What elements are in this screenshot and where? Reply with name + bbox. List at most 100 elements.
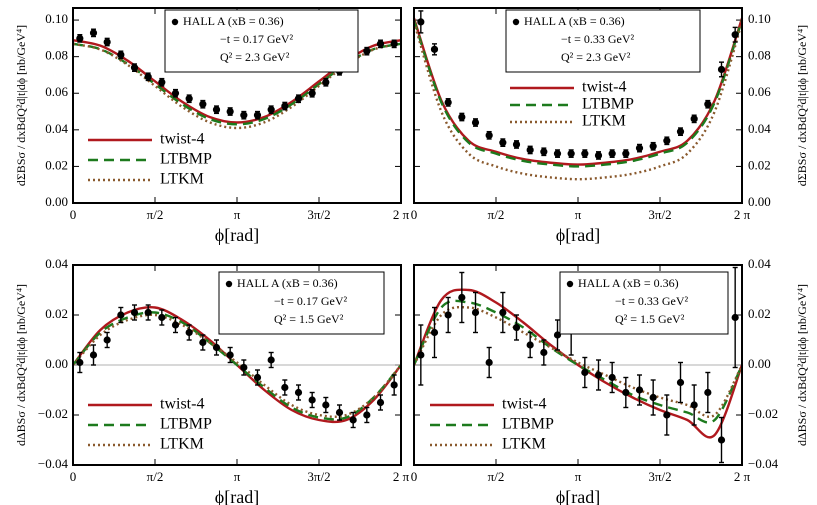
annotation: Q² = 1.5 GeV² (615, 312, 685, 326)
data-point (226, 351, 234, 359)
legend-label: twist-4 (502, 396, 546, 413)
data-point (212, 343, 221, 352)
y-tick-label: 0.00 (45, 356, 68, 371)
annotation: Q² = 1.5 GeV² (274, 312, 344, 326)
data-point (676, 128, 685, 136)
curve (72, 313, 402, 418)
data-point (417, 351, 425, 359)
annotation-marker (512, 18, 520, 26)
y-axis-label: dΣBSσ / dxBdQ²d|t|dϕ [nb/GeV⁴] (14, 25, 28, 186)
x-tick-label: 0 (411, 469, 418, 484)
data-point (594, 371, 603, 379)
data-point (444, 311, 452, 319)
x-tick-label: π/2 (147, 207, 164, 222)
data-point (199, 100, 207, 108)
data-point (185, 328, 193, 337)
data-point (322, 78, 330, 86)
x-tick-label: 3π/2 (648, 207, 671, 222)
annotation-marker (171, 18, 179, 26)
data-point (226, 107, 234, 116)
y-tick-label: −0.02 (748, 406, 778, 421)
data-point (430, 45, 439, 53)
x-tick-label: 0 (70, 207, 77, 222)
data-point (731, 313, 739, 322)
annotation: HALL A (xB = 0.36) (183, 14, 284, 28)
curve (412, 305, 744, 418)
annotation-box (218, 271, 385, 335)
data-point (267, 106, 275, 114)
y-tick-label: 0.02 (748, 306, 771, 321)
data-point (622, 388, 630, 397)
data-point (485, 358, 493, 367)
annotation: Q² = 2.3 GeV² (220, 50, 290, 64)
annotation: HALL A (xB = 0.36) (524, 14, 625, 28)
data-point (663, 411, 671, 419)
y-tick-label: −0.04 (748, 456, 779, 471)
data-point (635, 144, 644, 152)
data-point (76, 358, 84, 367)
data-point (253, 373, 262, 382)
data-point (130, 64, 139, 72)
data-point (608, 373, 616, 382)
y-tick-label: 0.02 (45, 306, 68, 321)
data-point (390, 40, 398, 48)
data-point (512, 140, 521, 149)
y-tick-label: 0.04 (45, 121, 68, 136)
annotation-marker (225, 280, 233, 288)
x-axis-label: ϕ[rad] (215, 225, 259, 245)
curve (412, 19, 744, 168)
data-point (458, 113, 466, 121)
data-point (158, 313, 166, 322)
data-point (199, 338, 207, 347)
data-point (526, 341, 534, 349)
data-point (171, 321, 180, 329)
annotation-box (505, 9, 701, 73)
data-point (267, 356, 275, 364)
data-point (581, 150, 589, 158)
y-tick-label: 0.00 (45, 194, 68, 209)
data-point (608, 150, 616, 158)
data-point (717, 65, 726, 74)
data-point (499, 308, 507, 317)
data-point (499, 139, 507, 147)
data-point (635, 386, 644, 394)
x-tick-label: 2 π (734, 469, 751, 484)
legend-label: twist-4 (582, 79, 626, 96)
x-tick-label: 2 π (393, 469, 410, 484)
x-tick-label: π (575, 207, 582, 222)
legend-label: LTBMP (502, 416, 554, 433)
data-point (540, 348, 548, 357)
data-point (704, 100, 712, 108)
legend-label: LTKM (160, 171, 204, 188)
x-axis-label: ϕ[rad] (556, 487, 600, 505)
legend-label: LTBMP (160, 416, 212, 433)
data-point (390, 381, 398, 389)
data-point (717, 436, 726, 444)
data-point (690, 115, 698, 123)
data-point (103, 38, 111, 46)
x-tick-label: 2 π (734, 207, 751, 222)
data-point (649, 393, 657, 402)
data-point (553, 331, 562, 339)
annotation: −t = 0.17 GeV² (220, 32, 294, 46)
legend-label: LTKM (502, 436, 546, 453)
data-point (185, 95, 193, 103)
data-point (458, 293, 466, 302)
data-point (335, 408, 344, 417)
y-tick-label: 0.00 (748, 356, 771, 371)
data-point (363, 411, 371, 419)
legend-label: LTBMP (582, 96, 634, 113)
annotation: −t = 0.17 GeV² (274, 294, 348, 308)
data-point (281, 383, 289, 392)
x-tick-label: 0 (70, 469, 77, 484)
y-tick-label: 0.08 (748, 48, 771, 63)
data-point (117, 311, 125, 319)
y-axis-label: dΔBSσ / dxBdQ²d|t|dϕ [nb/GeV⁴] (14, 284, 28, 446)
data-point (649, 142, 657, 150)
x-tick-label: π/2 (488, 469, 505, 484)
curve (412, 288, 744, 439)
data-point (663, 137, 671, 145)
data-point (731, 31, 739, 39)
data-point (540, 148, 548, 156)
